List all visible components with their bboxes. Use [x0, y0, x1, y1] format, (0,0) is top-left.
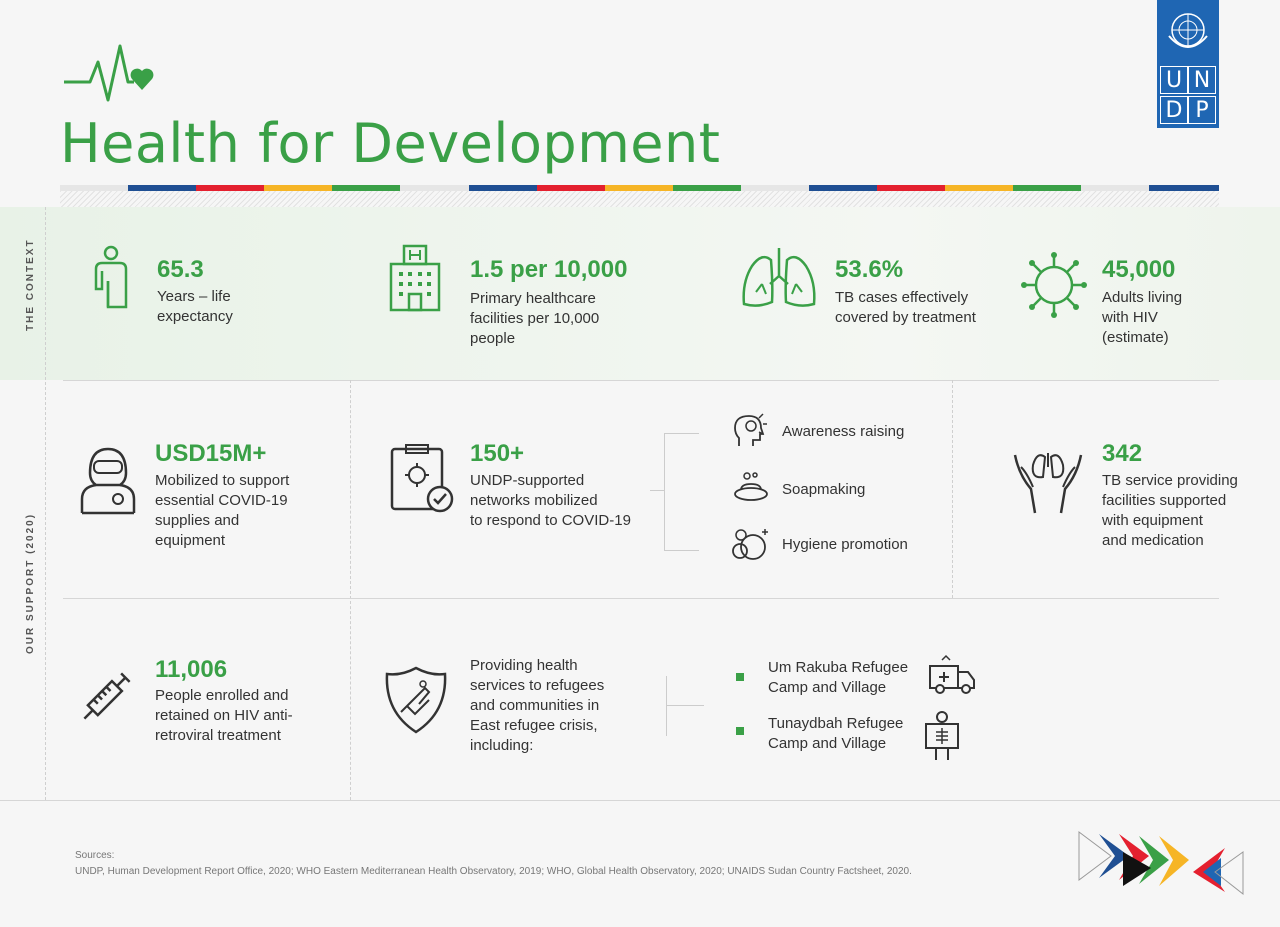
lungs-icon — [742, 248, 816, 307]
refugees-desc: Providing health services to refugees and … — [470, 657, 605, 754]
xray-patient-icon — [925, 711, 959, 760]
facilities-desc: Primary healthcare facilities per 10,000 p… — [470, 290, 600, 347]
covid-funds-desc: Mobilized to support essential COVID-19 su… — [155, 472, 290, 549]
bubbles-icon — [732, 529, 768, 560]
covid-funds-value: USD15M+ — [155, 440, 267, 467]
tb-coverage-value: 53.6% — [835, 256, 904, 283]
tb-facilities-desc: TB service providing facilities supported… — [1102, 472, 1238, 549]
bracket — [666, 676, 667, 736]
networks-value: 150+ — [470, 440, 525, 467]
ambulance-icon — [929, 654, 975, 694]
soap-icon — [734, 472, 768, 501]
section-divider — [63, 380, 1219, 381]
bullet — [736, 727, 744, 735]
context-label: THE CONTEXT — [25, 238, 36, 331]
hiv-treatment-value: 11,006 — [155, 656, 228, 683]
logo-letter-n: N — [1188, 66, 1216, 94]
virus-icon — [1021, 252, 1087, 318]
activity-awareness: Awareness raising — [782, 423, 905, 440]
sources-text: UNDP, Human Development Report Office, 2… — [75, 866, 912, 877]
hatch-divider — [60, 191, 1219, 207]
bullet — [736, 673, 744, 681]
un-emblem-icon — [1168, 13, 1208, 48]
hiv-adults-desc: Adults living with HIV (estimate) — [1102, 289, 1183, 346]
column-divider — [952, 380, 953, 598]
logo-letter-p: P — [1188, 96, 1216, 124]
bracket-connector — [650, 490, 664, 491]
logo-letter-d: D — [1160, 96, 1188, 124]
person-icon — [94, 245, 128, 309]
head-lightbulb-icon — [734, 413, 767, 446]
clipboard-check-icon — [390, 444, 454, 513]
tb-facilities-value: 342 — [1102, 440, 1143, 467]
logo-letter-u: U — [1160, 66, 1188, 94]
sources-label: Sources: — [75, 850, 115, 861]
tb-coverage-desc: TB cases effectively covered by treatment — [835, 289, 976, 326]
protective-suit-icon — [80, 447, 136, 515]
networks-desc: UNDP-supported networks mobilized to respo… — [470, 472, 631, 529]
camp-um-rakuba: Um Rakuba Refugee Camp and Village — [768, 659, 909, 696]
facilities-value: 1.5 per 10,000 — [470, 256, 628, 283]
column-divider — [350, 380, 351, 800]
life-expectancy-value: 65.3 — [157, 256, 204, 283]
activity-soapmaking: Soapmaking — [782, 481, 866, 498]
bracket — [664, 433, 699, 551]
heartbeat-heart-icon — [64, 44, 154, 102]
page-title: Health for Development — [60, 112, 721, 175]
undp-chevrons-graphic — [1078, 831, 1244, 896]
life-expectancy-desc: Years – life expectancy — [157, 288, 233, 325]
bracket-connector — [666, 705, 704, 706]
context-section — [0, 207, 1280, 380]
hands-lungs-icon — [1013, 453, 1083, 514]
support-label: OUR SUPPORT (2020) — [25, 512, 36, 654]
activity-hygiene: Hygiene promotion — [782, 536, 908, 553]
hiv-treatment-desc: People enrolled and retained on HIV anti-… — [155, 687, 293, 744]
shield-hand-icon — [385, 666, 447, 734]
syringe-icon — [83, 672, 131, 720]
hiv-adults-value: 45,000 — [1102, 256, 1176, 283]
row-divider — [63, 598, 1219, 599]
hospital-icon — [389, 244, 441, 312]
footer-divider — [0, 800, 1280, 801]
side-divider — [45, 207, 46, 800]
undp-logo: U N D P — [1157, 0, 1219, 128]
camp-tunaydbah: Tunaydbah Refugee Camp and Village — [768, 715, 904, 752]
